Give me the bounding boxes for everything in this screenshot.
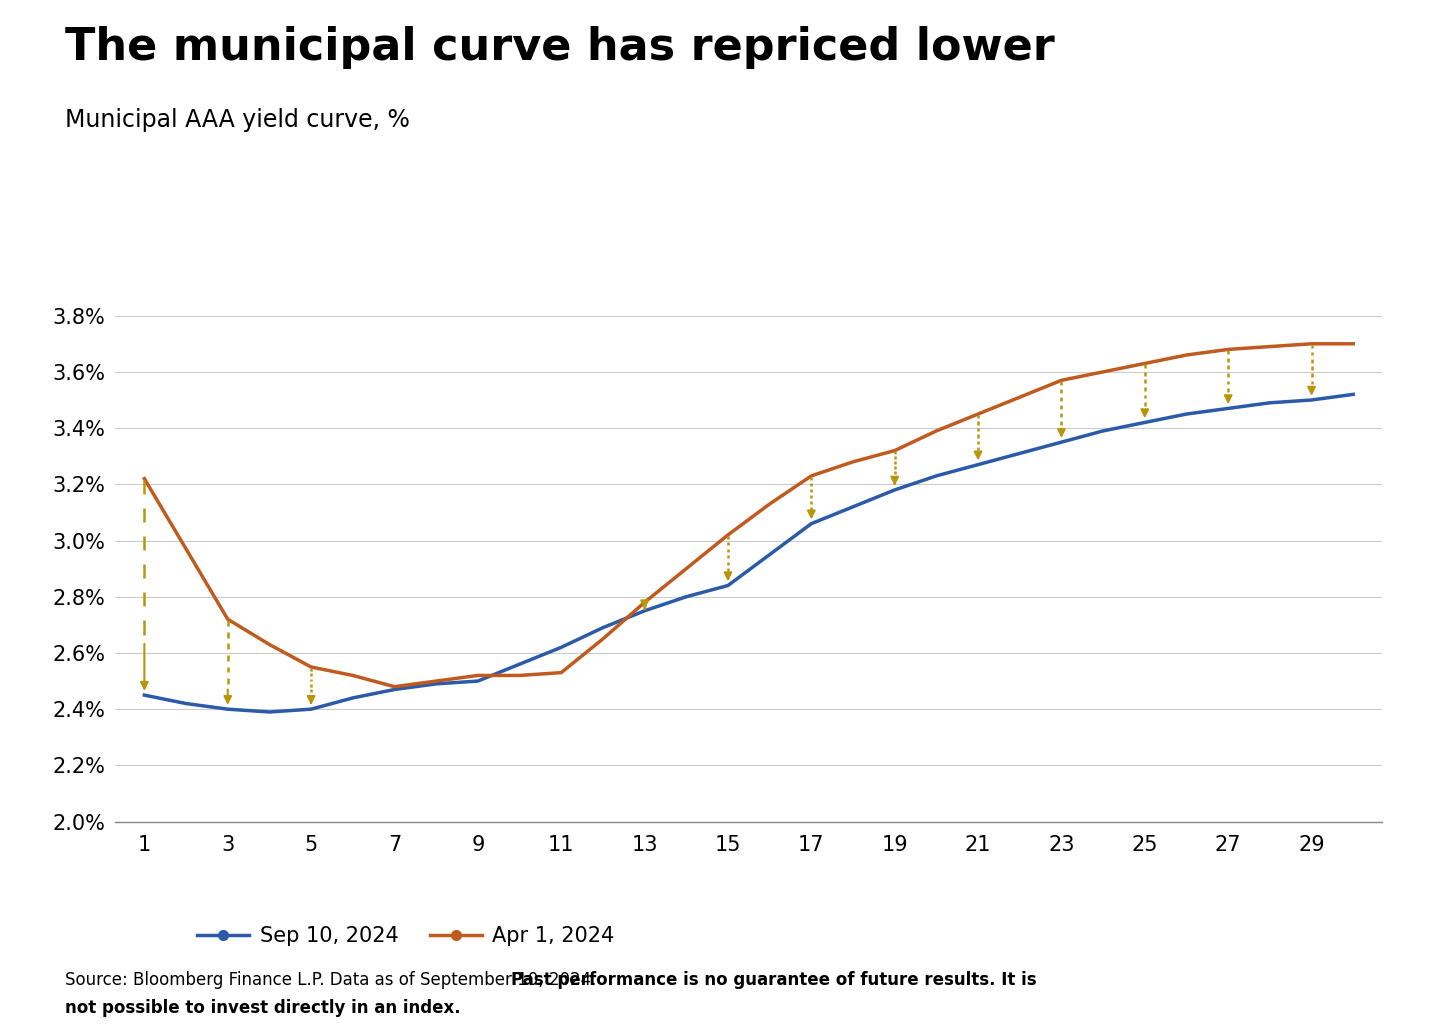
Text: Municipal AAA yield curve, %: Municipal AAA yield curve, % [65, 108, 409, 131]
Text: Source: Bloomberg Finance L.P. Data as of September 10, 2024.: Source: Bloomberg Finance L.P. Data as o… [65, 971, 602, 989]
Text: The municipal curve has repriced lower: The municipal curve has repriced lower [65, 26, 1054, 69]
Legend: Sep 10, 2024, Apr 1, 2024: Sep 10, 2024, Apr 1, 2024 [189, 917, 624, 954]
Text: Past performance is no guarantee of future results. It is: Past performance is no guarantee of futu… [511, 971, 1037, 989]
Text: not possible to invest directly in an index.: not possible to invest directly in an in… [65, 999, 461, 1018]
